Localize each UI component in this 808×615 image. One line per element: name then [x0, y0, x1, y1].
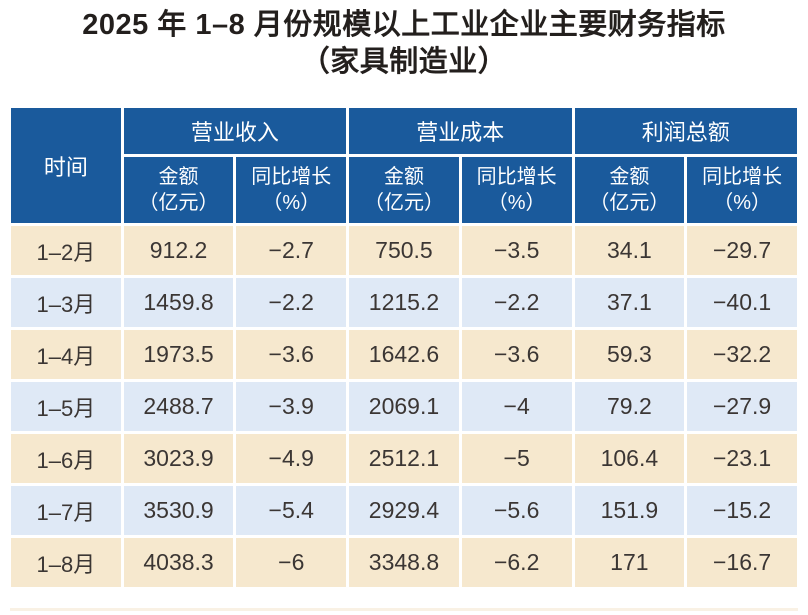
value-cell: −3.6 [233, 327, 350, 382]
value-cell: −16.7 [684, 535, 800, 590]
value-cell: −29.7 [684, 223, 800, 278]
table-row: 1–7月 3530.9 −5.4 2929.4 −5.6 151.9 −15.2 [8, 483, 800, 538]
value-cell: 3348.8 [346, 535, 462, 590]
header-profit-growth: 同比增长 （%） [684, 154, 800, 226]
value-cell: −3.9 [233, 379, 350, 434]
page-title-line1: 2025 年 1–8 月份规模以上工业企业主要财务指标 [82, 9, 726, 41]
value-cell: 2512.1 [346, 431, 462, 486]
header-group-cost: 营业成本 [346, 105, 575, 157]
value-cell: 1973.5 [120, 327, 237, 382]
table-row: 1–4月 1973.5 −3.6 1642.6 −3.6 59.3 −32.2 [8, 327, 800, 382]
value-cell: −4.9 [233, 431, 350, 486]
value-cell: −15.2 [684, 483, 800, 538]
value-cell: 3023.9 [120, 431, 237, 486]
header-revenue-growth: 同比增长 （%） [233, 154, 350, 226]
value-cell: 3530.9 [120, 483, 237, 538]
value-cell: 4038.3 [120, 535, 237, 590]
table-row: 1–5月 2488.7 −3.9 2069.1 −4 79.2 −27.9 [8, 379, 800, 434]
header-cost-growth: 同比增长 （%） [458, 154, 575, 226]
value-cell: 1459.8 [120, 275, 237, 330]
period-cell: 1–4月 [8, 327, 124, 382]
value-cell: −4 [458, 379, 575, 434]
value-cell: 2488.7 [120, 379, 237, 434]
value-cell: −5 [458, 431, 575, 486]
value-cell: −3.5 [458, 223, 575, 278]
header-sub-row: 金额 （亿元） 同比增长 （%） 金额 （亿元） 同比增长 （%） 金额 （亿元） 同比增… [10, 154, 800, 226]
value-cell: −2.7 [233, 223, 350, 278]
period-cell: 1–2月 [8, 223, 124, 278]
table-row: 1–6月 3023.9 −4.9 2512.1 −5 106.4 −23.1 [8, 431, 800, 486]
value-cell: −40.1 [684, 275, 800, 330]
value-cell: 750.5 [346, 223, 462, 278]
value-cell: 34.1 [571, 223, 688, 278]
value-cell: −32.2 [684, 327, 800, 382]
header-group-revenue: 营业收入 [120, 105, 350, 157]
value-cell: 59.3 [571, 327, 688, 382]
value-cell: −6 [233, 535, 350, 590]
value-cell: 151.9 [571, 483, 688, 538]
period-cell: 1–3月 [8, 275, 124, 330]
value-cell: −27.9 [684, 379, 800, 434]
period-cell: 1–6月 [8, 431, 124, 486]
header-cost-amount: 金额 （亿元） [346, 154, 462, 226]
value-cell: −3.6 [458, 327, 575, 382]
value-cell: 1215.2 [346, 275, 462, 330]
value-cell: 2929.4 [346, 483, 462, 538]
value-cell: −23.1 [684, 431, 800, 486]
value-cell: 2069.1 [346, 379, 462, 434]
value-cell: −5.4 [233, 483, 350, 538]
period-cell: 1–8月 [8, 535, 124, 590]
financial-indicators-table: 时间 营业收入 营业成本 利润总额 金额 （亿元） 同比增长 （%） 金额 （亿元） … [8, 105, 801, 590]
table-row: 1–3月 1459.8 −2.2 1215.2 −2.2 37.1 −40.1 [8, 275, 800, 330]
header-revenue-amount: 金额 （亿元） [120, 154, 237, 226]
value-cell: 79.2 [571, 379, 688, 434]
header-group-row: 时间 营业收入 营业成本 利润总额 [8, 105, 801, 226]
value-cell: −6.2 [458, 535, 575, 590]
value-cell: −5.6 [458, 483, 575, 538]
value-cell: 106.4 [571, 431, 688, 486]
value-cell: 912.2 [120, 223, 237, 278]
cutoff-next-row [10, 608, 798, 611]
value-cell: 171 [571, 535, 688, 590]
value-cell: 37.1 [571, 275, 688, 330]
value-cell: 1642.6 [346, 327, 462, 382]
page-title-line2: （家具制造业） [300, 46, 508, 78]
header-time: 时间 [8, 105, 124, 226]
table-row: 1–2月 912.2 −2.7 750.5 −3.5 34.1 −29.7 [8, 223, 800, 278]
page-title: 2025 年 1–8 月份规模以上工业企业主要财务指标 （家具制造业） [0, 0, 808, 81]
table-row: 1–8月 4038.3 −6 3348.8 −6.2 171 −16.7 [8, 535, 800, 590]
header-profit-amount: 金额 （亿元） [571, 154, 688, 226]
period-cell: 1–5月 [8, 379, 124, 434]
header-group-profit: 利润总额 [571, 105, 801, 157]
period-cell: 1–7月 [8, 483, 124, 538]
value-cell: −2.2 [458, 275, 575, 330]
value-cell: −2.2 [233, 275, 350, 330]
